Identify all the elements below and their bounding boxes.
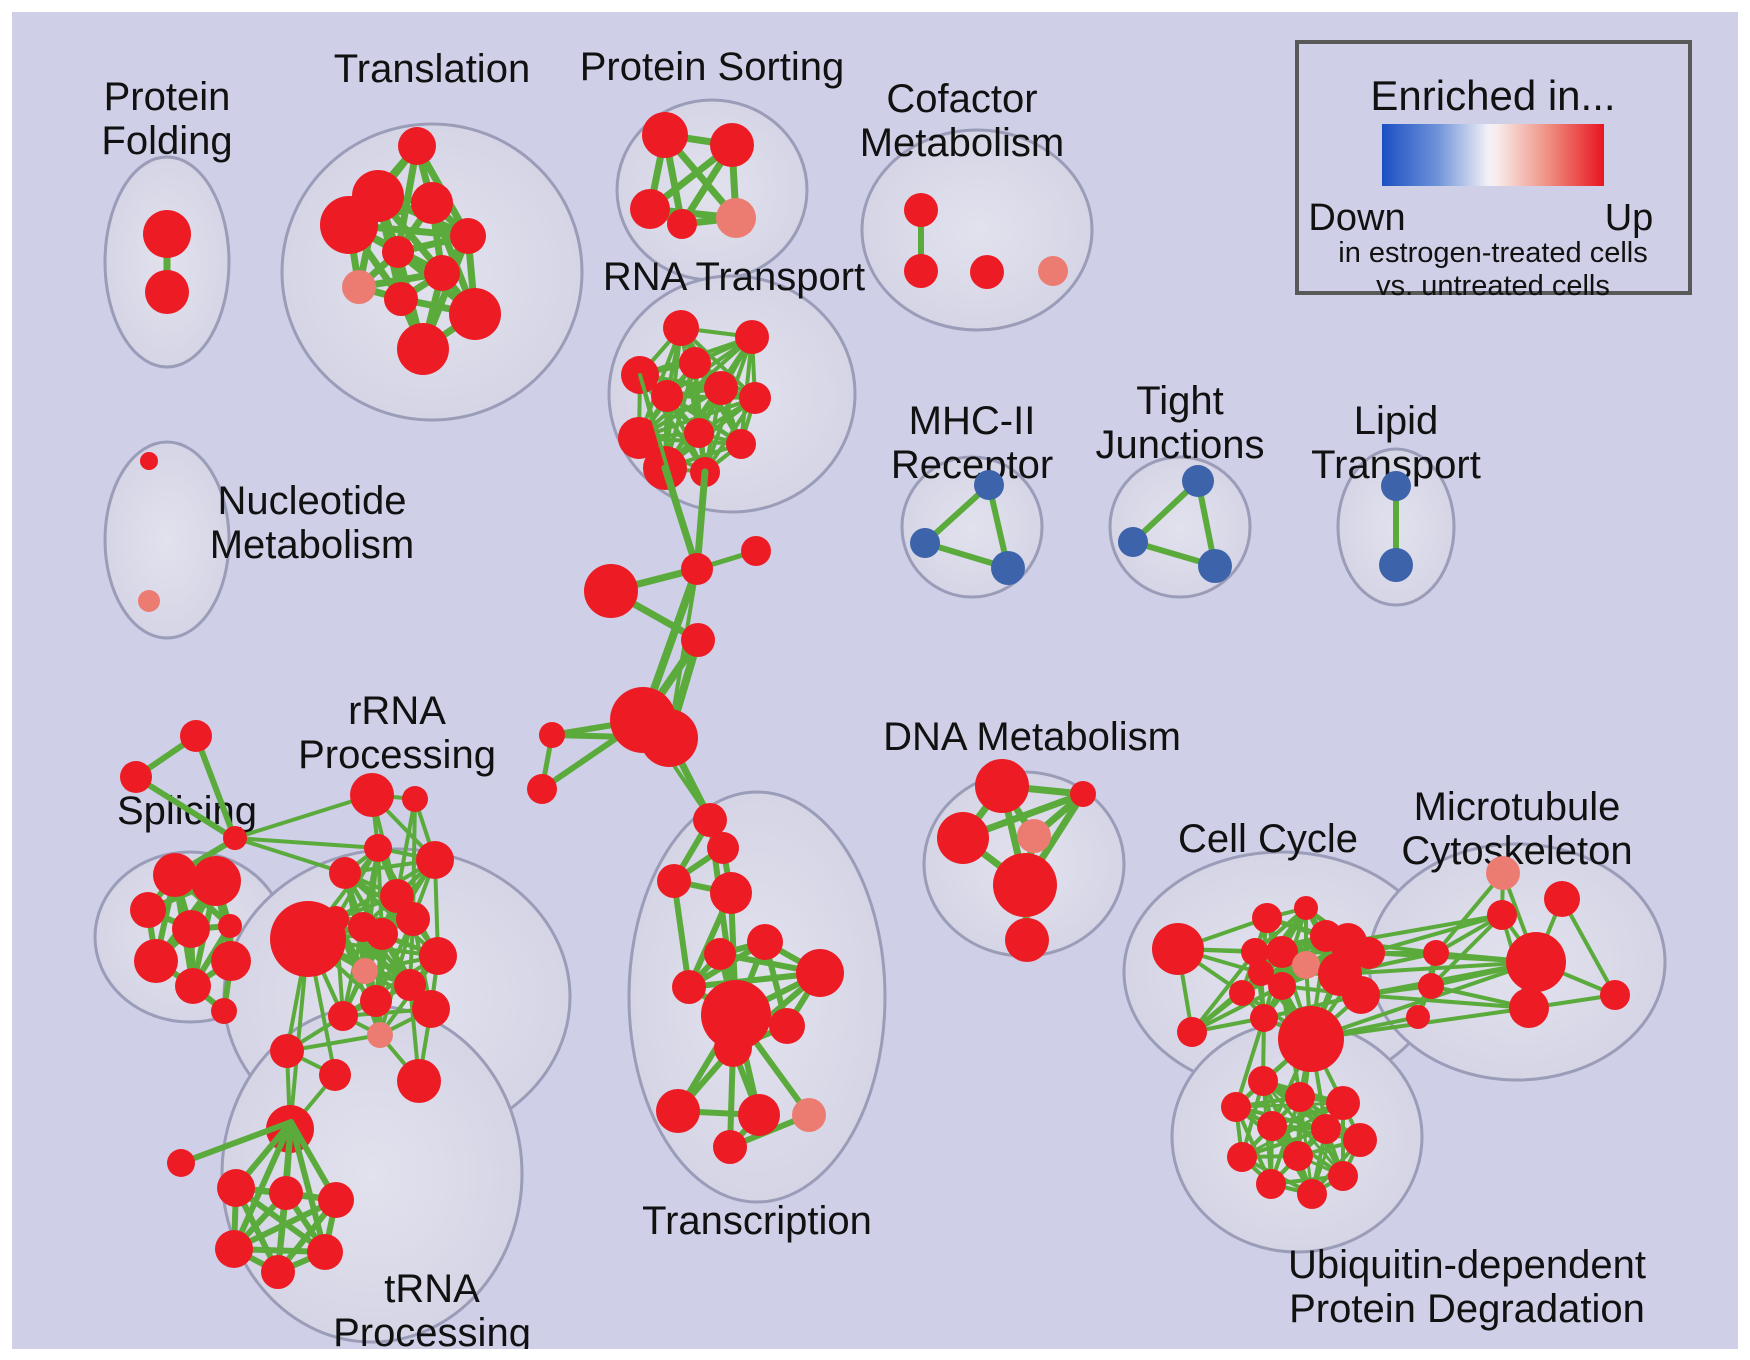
svg-text:Down: Down [1308, 197, 1405, 239]
svg-text:Protein: Protein [104, 75, 231, 119]
svg-text:Tight: Tight [1136, 379, 1223, 423]
svg-text:MHC-II: MHC-II [909, 399, 1036, 443]
svg-text:Folding: Folding [101, 119, 232, 163]
svg-text:Metabolism: Metabolism [860, 121, 1065, 165]
svg-text:Protein Sorting: Protein Sorting [580, 45, 845, 89]
svg-text:Cofactor: Cofactor [886, 77, 1037, 121]
svg-text:in estrogen-treated cells: in estrogen-treated cells [1338, 237, 1648, 269]
svg-text:Receptor: Receptor [891, 443, 1053, 487]
svg-text:Microtubule: Microtubule [1414, 785, 1621, 829]
svg-text:Cell Cycle: Cell Cycle [1178, 817, 1358, 861]
svg-text:vs. untreated cells: vs. untreated cells [1376, 270, 1610, 302]
svg-text:Protein Degradation: Protein Degradation [1289, 1287, 1645, 1331]
svg-text:Lipid: Lipid [1354, 399, 1439, 443]
svg-text:Junctions: Junctions [1096, 423, 1265, 467]
svg-text:rRNA: rRNA [348, 689, 446, 733]
svg-text:Transcription: Transcription [642, 1199, 872, 1243]
svg-text:Processing: Processing [298, 733, 496, 777]
svg-text:RNA Transport: RNA Transport [603, 255, 865, 299]
svg-text:tRNA: tRNA [384, 1267, 480, 1311]
svg-text:Nucleotide: Nucleotide [217, 479, 406, 523]
svg-text:Processing: Processing [333, 1311, 531, 1349]
svg-text:Up: Up [1605, 197, 1654, 239]
svg-text:Ubiquitin-dependent: Ubiquitin-dependent [1288, 1243, 1646, 1287]
svg-text:Enriched in...: Enriched in... [1370, 72, 1615, 119]
svg-text:DNA Metabolism: DNA Metabolism [883, 715, 1181, 759]
svg-text:Translation: Translation [334, 47, 530, 91]
svg-text:Metabolism: Metabolism [210, 523, 415, 567]
